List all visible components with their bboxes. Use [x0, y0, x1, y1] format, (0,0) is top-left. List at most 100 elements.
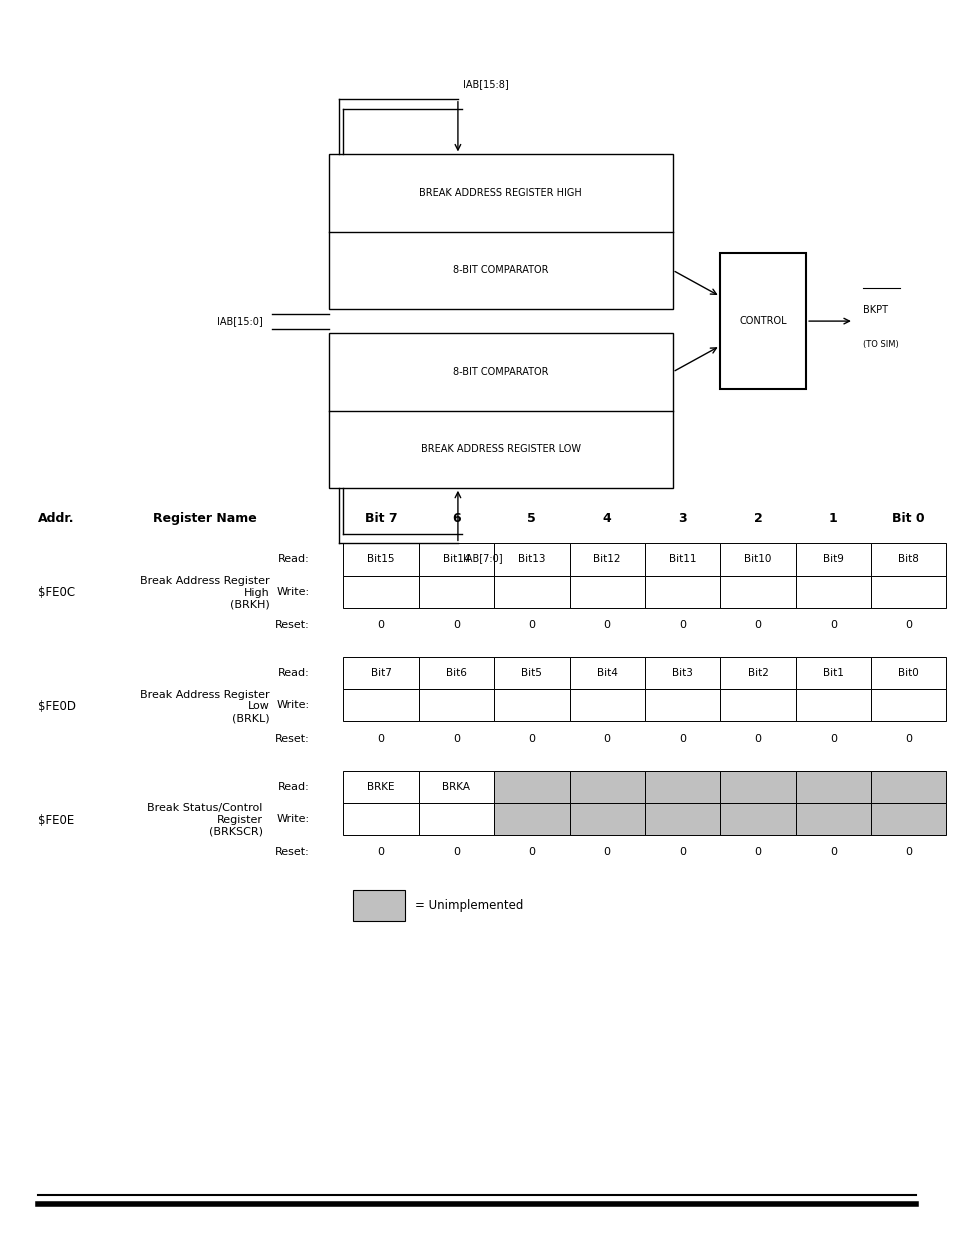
- Text: BRKE: BRKE: [367, 782, 395, 792]
- Text: Bit0: Bit0: [898, 668, 918, 678]
- Bar: [329, 333, 672, 488]
- Bar: [644, 657, 720, 689]
- Text: 3: 3: [678, 511, 686, 525]
- Text: 6: 6: [452, 511, 460, 525]
- Bar: [720, 543, 795, 576]
- Bar: [343, 803, 418, 835]
- Text: IAB[15:8]: IAB[15:8]: [462, 79, 508, 89]
- Bar: [720, 576, 795, 608]
- Text: 2: 2: [753, 511, 761, 525]
- Text: 5: 5: [527, 511, 536, 525]
- Text: 0: 0: [528, 847, 535, 857]
- Text: 0: 0: [453, 734, 459, 743]
- Bar: [418, 657, 494, 689]
- Bar: [644, 689, 720, 721]
- Text: Break Address Register
Low
(BRKL): Break Address Register Low (BRKL): [140, 690, 270, 722]
- Bar: [870, 657, 945, 689]
- Text: 0: 0: [829, 620, 836, 630]
- Text: BRKA: BRKA: [442, 782, 470, 792]
- Text: Bit8: Bit8: [898, 555, 918, 564]
- Bar: [569, 657, 644, 689]
- Text: 0: 0: [829, 847, 836, 857]
- Bar: [494, 543, 569, 576]
- Text: Bit14: Bit14: [442, 555, 470, 564]
- Bar: [494, 771, 569, 803]
- Text: 0: 0: [603, 734, 610, 743]
- Text: 4: 4: [602, 511, 611, 525]
- Text: 0: 0: [453, 847, 459, 857]
- Text: 8-BIT COMPARATOR: 8-BIT COMPARATOR: [453, 266, 548, 275]
- Text: Write:: Write:: [276, 700, 310, 710]
- Bar: [343, 771, 418, 803]
- Text: Bit13: Bit13: [517, 555, 545, 564]
- Bar: [494, 803, 569, 835]
- Bar: [343, 576, 418, 608]
- Bar: [644, 576, 720, 608]
- Text: Bit9: Bit9: [822, 555, 842, 564]
- Bar: [795, 771, 870, 803]
- Text: Bit2: Bit2: [747, 668, 767, 678]
- Text: 0: 0: [377, 620, 384, 630]
- Bar: [329, 154, 672, 309]
- Text: Bit4: Bit4: [597, 668, 617, 678]
- Bar: [795, 576, 870, 608]
- Text: Bit 7: Bit 7: [364, 511, 397, 525]
- Text: = Unimplemented: = Unimplemented: [415, 899, 523, 913]
- Text: 0: 0: [528, 620, 535, 630]
- Bar: [870, 771, 945, 803]
- Text: Reset:: Reset:: [275, 847, 310, 857]
- Text: BKPT: BKPT: [862, 305, 887, 315]
- Text: Register Name: Register Name: [153, 511, 256, 525]
- Text: Bit15: Bit15: [367, 555, 395, 564]
- Text: CONTROL: CONTROL: [739, 316, 786, 326]
- Bar: [795, 689, 870, 721]
- Text: Bit10: Bit10: [743, 555, 771, 564]
- Bar: [418, 771, 494, 803]
- Text: BREAK ADDRESS REGISTER HIGH: BREAK ADDRESS REGISTER HIGH: [419, 188, 581, 198]
- Bar: [720, 657, 795, 689]
- Text: 0: 0: [377, 847, 384, 857]
- Text: 0: 0: [679, 734, 685, 743]
- Text: Bit7: Bit7: [371, 668, 391, 678]
- Bar: [720, 771, 795, 803]
- Bar: [418, 803, 494, 835]
- Bar: [418, 689, 494, 721]
- Bar: [343, 689, 418, 721]
- Text: 1: 1: [828, 511, 837, 525]
- Text: Reset:: Reset:: [275, 620, 310, 630]
- Text: Bit 0: Bit 0: [891, 511, 924, 525]
- Text: Write:: Write:: [276, 587, 310, 597]
- Bar: [418, 543, 494, 576]
- Bar: [720, 689, 795, 721]
- Text: 0: 0: [603, 620, 610, 630]
- Bar: [870, 576, 945, 608]
- Text: $FE0D: $FE0D: [38, 700, 76, 713]
- Text: Bit1: Bit1: [822, 668, 842, 678]
- Text: Bit3: Bit3: [672, 668, 692, 678]
- Bar: [644, 543, 720, 576]
- Bar: [353, 890, 405, 921]
- Text: Bit6: Bit6: [446, 668, 466, 678]
- Bar: [569, 689, 644, 721]
- Text: 0: 0: [679, 847, 685, 857]
- Bar: [870, 803, 945, 835]
- Text: $FE0E: $FE0E: [38, 814, 74, 826]
- Text: 0: 0: [904, 734, 911, 743]
- Text: 0: 0: [603, 847, 610, 857]
- Bar: [870, 689, 945, 721]
- Text: BREAK ADDRESS REGISTER LOW: BREAK ADDRESS REGISTER LOW: [420, 445, 580, 454]
- Text: Reset:: Reset:: [275, 734, 310, 743]
- Text: Bit11: Bit11: [668, 555, 696, 564]
- Bar: [870, 543, 945, 576]
- Bar: [569, 771, 644, 803]
- Text: IAB[7:0]: IAB[7:0]: [462, 553, 502, 563]
- Text: 0: 0: [377, 734, 384, 743]
- Text: (TO SIM): (TO SIM): [862, 340, 898, 348]
- Bar: [343, 657, 418, 689]
- Bar: [569, 576, 644, 608]
- Bar: [795, 657, 870, 689]
- Text: Bit12: Bit12: [593, 555, 620, 564]
- Bar: [569, 543, 644, 576]
- Text: 0: 0: [528, 734, 535, 743]
- Bar: [720, 253, 805, 389]
